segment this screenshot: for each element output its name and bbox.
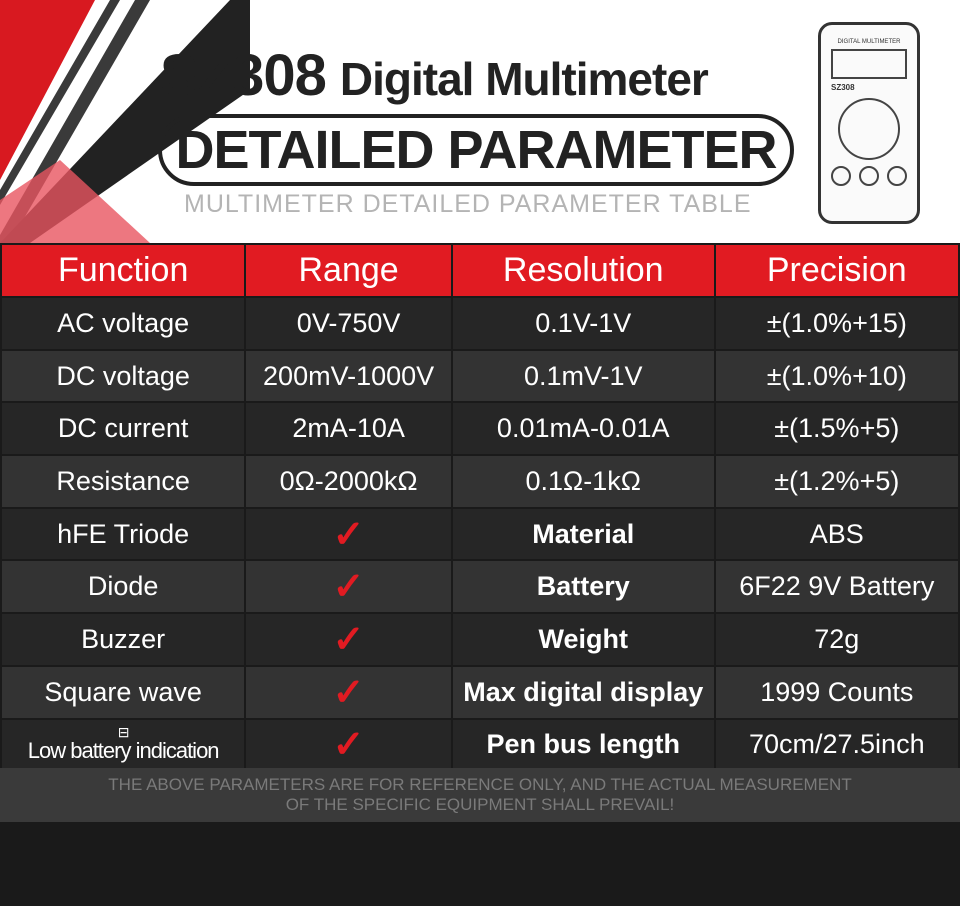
check-icon: ✓ bbox=[244, 664, 453, 720]
table-row: Square wave ✓ Max digital display 1999 Coun… bbox=[0, 664, 960, 720]
disclaimer: THE ABOVE PARAMETERS ARE FOR REFERENCE O… bbox=[0, 768, 960, 822]
parameter-table: Function Range Resolution Precision AC v… bbox=[0, 243, 960, 773]
header-banner: SZ308 Digital Multimeter DETAILED PARAMET… bbox=[0, 0, 960, 243]
table-row: DC current 2mA-10A 0.01mA-0.01A ±(1.5%+5) bbox=[0, 401, 960, 457]
check-icon: ✓ bbox=[244, 559, 453, 615]
table-row: Resistance 0Ω-2000kΩ 0.1Ω-1kΩ ±(1.2%+5) bbox=[0, 454, 960, 509]
column-function: Function bbox=[0, 243, 247, 298]
column-resolution: Resolution bbox=[450, 243, 716, 298]
table-row: hFE Triode ✓ Material ABS bbox=[0, 506, 960, 562]
page-title: SZ308 Digital Multimeter bbox=[160, 43, 709, 108]
check-icon: ✓ bbox=[244, 612, 453, 667]
decorative-stripes bbox=[0, 0, 250, 243]
table-header: Function Range Resolution Precision bbox=[0, 243, 960, 298]
check-icon: ✓ bbox=[244, 506, 453, 562]
battery-icon: ⊟ bbox=[117, 723, 130, 740]
table-row: DC voltage 200mV-1000V 0.1mV-1V ±(1.0%+10) bbox=[0, 348, 960, 404]
table-row: Buzzer ✓ Weight 72g bbox=[0, 612, 960, 667]
banner-title: DETAILED PARAMETER bbox=[158, 114, 794, 186]
subtitle: MULTIMETER DETAILED PARAMETER TABLE bbox=[184, 190, 752, 218]
table-row: ⊟ Low battery indication ✓ Pen bus length 7… bbox=[0, 717, 960, 773]
multimeter-illustration: DIGITAL MULTIMETER SZ308 bbox=[818, 22, 920, 224]
table-row: AC voltage 0V-750V 0.1V-1V ±(1.0%+15) bbox=[0, 296, 960, 351]
table-row: Diode ✓ Battery 6F22 9V Battery bbox=[0, 559, 960, 615]
column-precision: Precision bbox=[713, 243, 960, 298]
check-icon: ✓ bbox=[244, 717, 453, 773]
column-range: Range bbox=[244, 243, 453, 298]
